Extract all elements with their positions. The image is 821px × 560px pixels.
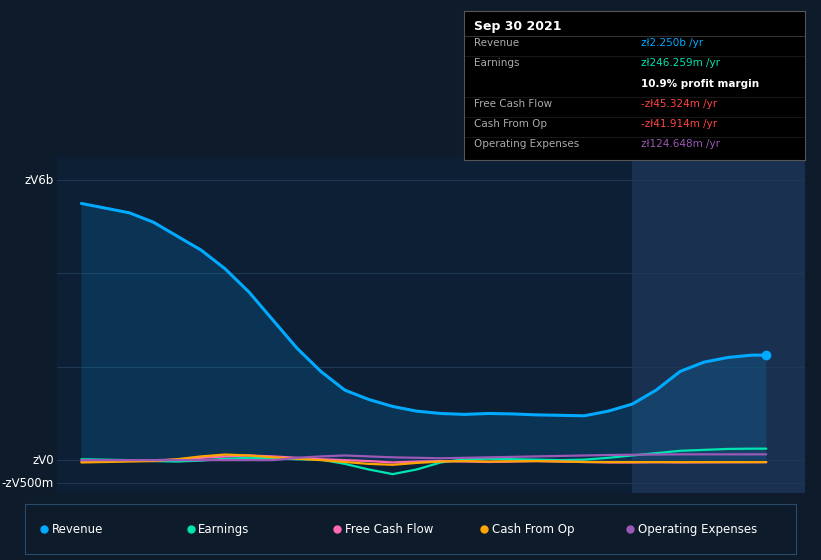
Text: Cash From Op: Cash From Op xyxy=(474,119,547,129)
Text: 2016: 2016 xyxy=(186,513,217,526)
Text: zᐯ6b: zᐯ6b xyxy=(25,174,53,186)
Text: 2020: 2020 xyxy=(568,513,600,526)
Text: zł246.259m /yr: zł246.259m /yr xyxy=(641,58,720,68)
Text: -zł45.324m /yr: -zł45.324m /yr xyxy=(641,99,718,109)
Bar xyxy=(632,157,805,493)
Text: 2019: 2019 xyxy=(473,513,504,526)
Text: 2017: 2017 xyxy=(281,513,313,526)
Text: Revenue: Revenue xyxy=(474,39,519,48)
Text: Free Cash Flow: Free Cash Flow xyxy=(474,99,553,109)
Text: Free Cash Flow: Free Cash Flow xyxy=(345,522,433,536)
Text: Sep 30 2021: Sep 30 2021 xyxy=(474,20,562,33)
Text: 2021: 2021 xyxy=(664,513,696,526)
Text: zᐯ0: zᐯ0 xyxy=(32,454,53,466)
Text: Earnings: Earnings xyxy=(474,58,520,68)
Text: zł124.648m /yr: zł124.648m /yr xyxy=(641,139,720,148)
Text: zł2.250b /yr: zł2.250b /yr xyxy=(641,39,703,48)
Text: Operating Expenses: Operating Expenses xyxy=(474,139,580,148)
Text: -zᐯ500m: -zᐯ500m xyxy=(2,477,53,490)
Text: Operating Expenses: Operating Expenses xyxy=(638,522,758,536)
Text: Earnings: Earnings xyxy=(199,522,250,536)
Text: 2018: 2018 xyxy=(377,513,409,526)
Text: Cash From Op: Cash From Op xyxy=(492,522,574,536)
Text: Revenue: Revenue xyxy=(52,522,103,536)
Text: 10.9% profit margin: 10.9% profit margin xyxy=(641,78,759,88)
Text: -zł41.914m /yr: -zł41.914m /yr xyxy=(641,119,718,129)
